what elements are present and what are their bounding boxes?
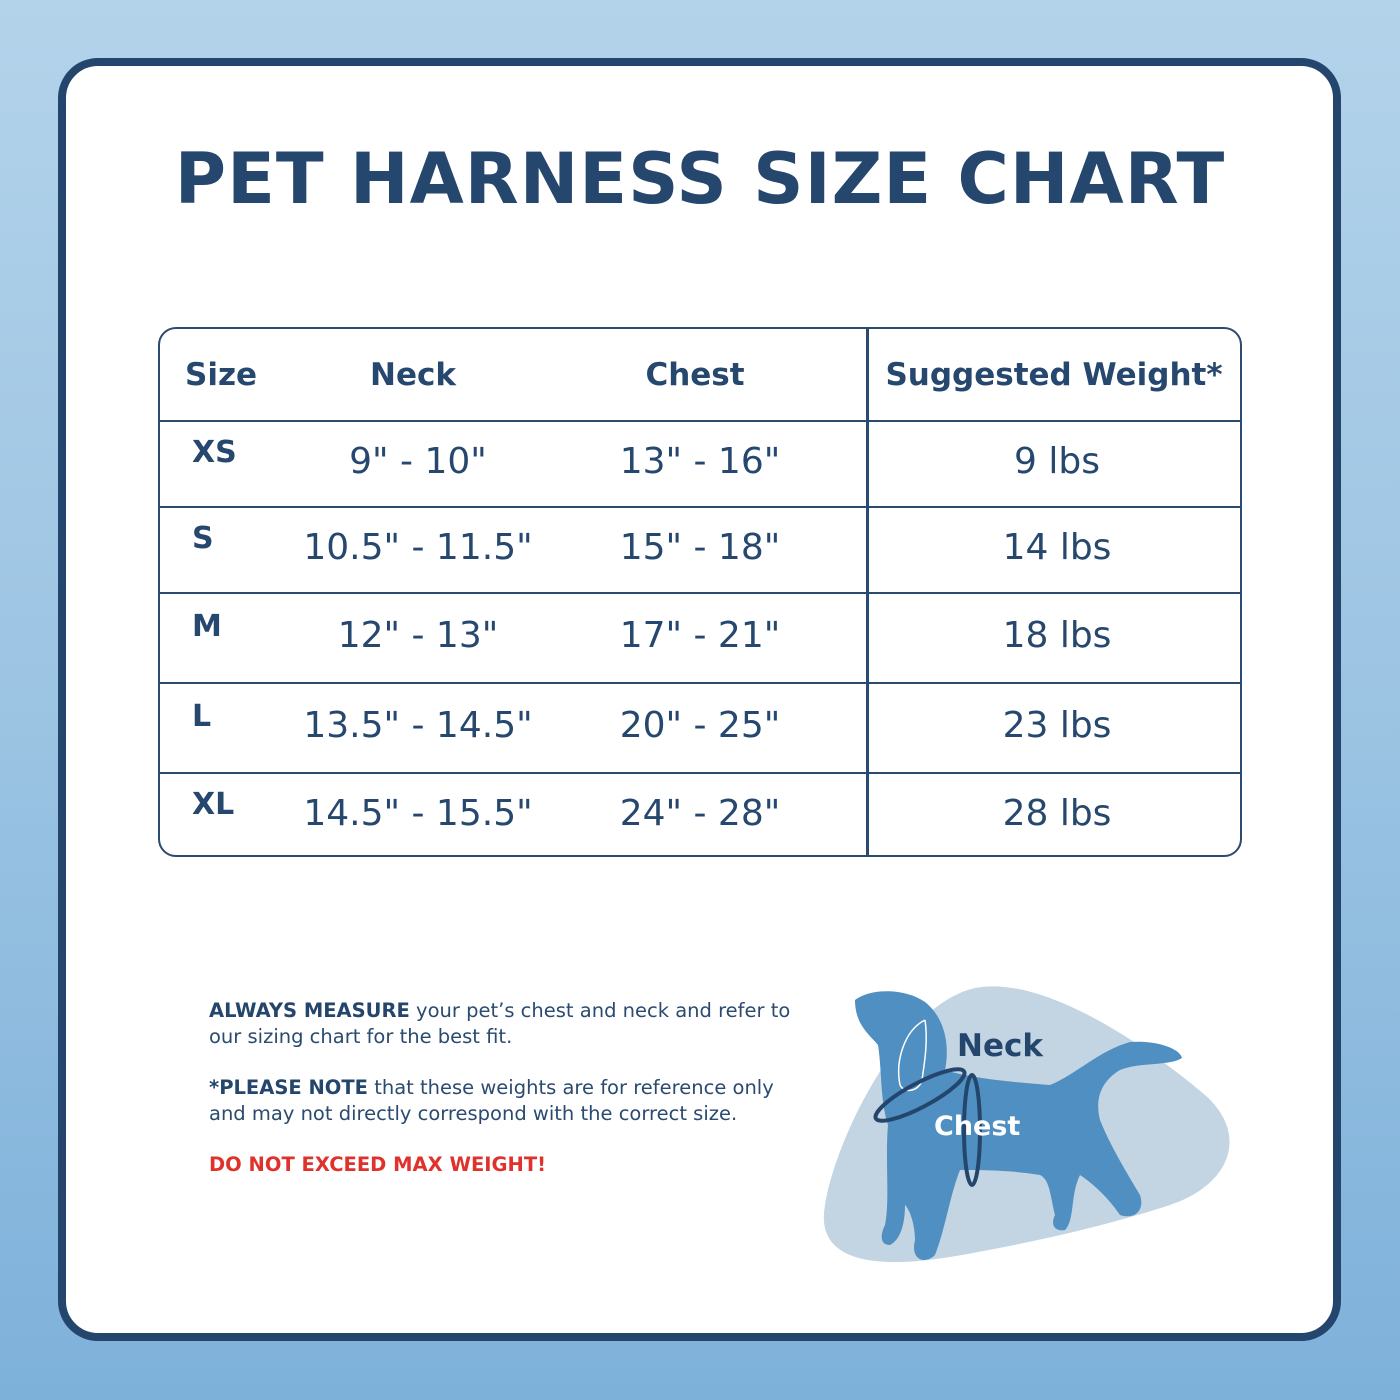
max-weight-warning: DO NOT EXCEED MAX WEIGHT! [209,1153,547,1176]
measure-text: your pet’s chest and neck and refer to o… [209,999,791,1048]
chest-loop-icon [962,1073,982,1187]
chest-cell: 15" - 18" [619,527,781,568]
weight-note: *PLEASE NOTE that these weights are for … [209,1075,809,1127]
chest-cell: 13" - 16" [619,441,781,482]
neck-cell: 13.5" - 14.5" [303,705,533,746]
neck-cell: 9" - 10" [349,441,487,482]
chest-cell: 17" - 21" [619,615,781,656]
table-row: S 10.5" - 11.5" 15" - 18" 14 lbs [160,506,1240,594]
table-row: M 12" - 13" 17" - 21" 18 lbs [160,592,1240,684]
weight-cell: 14 lbs [1002,527,1112,568]
neck-cell: 14.5" - 15.5" [303,793,533,834]
note-text: that these weights are for reference onl… [209,1076,774,1125]
table-row: L 13.5" - 14.5" 20" - 25" 23 lbs [160,682,1240,774]
weight-cell: 18 lbs [1002,615,1112,656]
size-cell: M [192,609,222,644]
header-neck: Neck [370,357,456,393]
dog-measurement-illustration: Neck Chest [823,986,1230,1263]
size-cell: S [192,521,214,556]
chest-label: Chest [934,1111,1020,1142]
header-size: Size [185,357,258,393]
measure-note: ALWAYS MEASURE your pet’s chest and neck… [209,998,809,1050]
chest-cell: 20" - 25" [619,705,781,746]
dog-silhouette-icon [855,991,1182,1260]
weight-cell: 9 lbs [1014,441,1100,482]
neck-loop-icon [873,1067,967,1123]
weight-cell: 23 lbs [1002,705,1112,746]
size-cell: XL [192,787,235,822]
measure-bold: ALWAYS MEASURE [209,999,410,1022]
note-bold: *PLEASE NOTE [209,1076,368,1099]
table-row: XL 14.5" - 15.5" 24" - 28" 28 lbs [160,772,1240,855]
sizing-notes: ALWAYS MEASURE your pet’s chest and neck… [209,998,809,1203]
neck-cell: 12" - 13" [337,615,499,656]
page-title: PET HARNESS SIZE CHART [174,138,1226,220]
header-weight: Suggested Weight* [885,357,1223,393]
header-chest: Chest [645,357,745,393]
neck-label: Neck [957,1028,1044,1064]
table-row: XS 9" - 10" 13" - 16" 9 lbs [160,420,1240,508]
size-cell: L [192,699,212,734]
size-cell: XS [192,435,237,470]
size-table: Size Neck Chest Suggested Weight* XS 9" -… [158,327,1242,857]
neck-cell: 10.5" - 11.5" [303,527,533,568]
ear-outline [898,1019,927,1092]
chest-cell: 24" - 28" [619,793,781,834]
weight-cell: 28 lbs [1002,793,1112,834]
